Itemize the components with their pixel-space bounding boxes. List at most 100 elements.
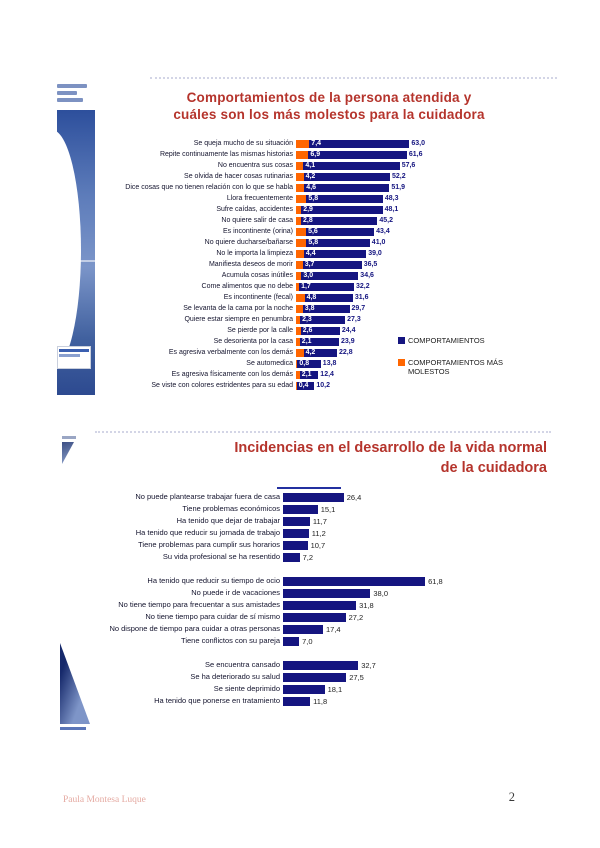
chart1-bar-zone: 4,2 52,2	[296, 172, 406, 181]
chart1-category-label: Se automedica	[246, 360, 293, 367]
chart2-bar-zone: 27,2	[283, 612, 363, 622]
chart1-category-label: Repite continuamente las mismas historia…	[159, 151, 293, 158]
chart2-bar-zone: 26,4	[283, 492, 362, 502]
mas-molestos-value: 2,1	[301, 370, 312, 378]
fragment-sail-shape	[60, 643, 90, 724]
mas-molestos-value: 6,9	[310, 150, 321, 158]
chart2-row: No dispone de tiempo para cuidar a otras…	[58, 623, 578, 635]
incidencia-value: 15,1	[320, 504, 336, 514]
mas-molestos-bar	[296, 348, 304, 357]
chart2-row: Su vida profesional se ha resentido 7,2	[58, 551, 578, 563]
chart1-bar-zone: 4,4 39,0	[296, 249, 382, 258]
comportamientos-value: 23,9	[341, 338, 355, 345]
chart2-plot-area: No puede plantearse trabajar fuera de ca…	[58, 491, 578, 719]
chart2-row: Tiene problemas para cumplir sus horario…	[58, 539, 578, 551]
comportamientos-bar: 1,7	[296, 282, 354, 291]
chart1-bar-zone: 2,6 24,4	[296, 326, 356, 335]
mas-molestos-bar	[296, 315, 301, 324]
chart2-row: Tiene conflictos con su pareja 7,0	[58, 635, 578, 647]
comportamientos-bar: 0,4	[296, 381, 315, 390]
mas-molestos-bar	[296, 183, 305, 192]
chart1-bar-zone: 0,4 10,2	[296, 381, 330, 390]
incidencia-bar	[283, 504, 318, 514]
cover-image-fragment-top	[62, 436, 76, 464]
mas-molestos-bar	[296, 370, 300, 379]
mas-molestos-bar	[296, 337, 300, 346]
chart1-title: Comportamientos de la persona atendida y…	[100, 89, 558, 123]
chart1-bar-zone: 5,6 43,4	[296, 227, 390, 236]
comportamientos-value: 36,5	[363, 261, 378, 268]
mas-molestos-bar	[296, 282, 300, 291]
comportamientos-value: 29,7	[351, 305, 366, 312]
chart1-bar-zone: 4,6 51,9	[296, 183, 405, 192]
chart1-category-label: Se levanta de la cama por la noche	[183, 305, 293, 312]
section2-dotted-border	[95, 431, 551, 433]
mas-molestos-bar	[296, 139, 310, 148]
chart1-row: Es agresiva físicamente con los demás 2,1…	[60, 369, 580, 380]
comportamientos-value: 22,8	[339, 349, 353, 356]
comportamientos-value: 31,6	[354, 294, 369, 301]
mas-molestos-value: 4,8	[306, 293, 317, 301]
mas-molestos-bar	[296, 271, 302, 280]
comportamientos-value: 13,8	[322, 360, 337, 367]
chart1-bar-zone: 3,7 36,5	[296, 260, 378, 269]
chart1-bar-zone: 4,2 22,8	[296, 348, 353, 357]
chart2-title-line2: de la cuidadora	[440, 460, 547, 476]
footer-page-number: 2	[508, 790, 515, 804]
mas-molestos-bar	[296, 260, 303, 269]
chart1-category-label: Se desorienta por la casa	[213, 338, 293, 345]
mas-molestos-bar	[296, 172, 304, 181]
chart2-row: No tiene tiempo para frecuentar a sus am…	[58, 599, 578, 611]
comportamientos-value: 45,2	[379, 217, 394, 224]
mas-molestos-value: 5,8	[308, 194, 319, 202]
legend-swatch-blue	[398, 337, 405, 344]
comportamientos-bar: 2,1	[296, 337, 339, 346]
mas-molestos-value: 5,8	[308, 238, 319, 246]
comportamientos-bar: 5,6	[296, 227, 375, 236]
incidencia-value: 10,7	[310, 540, 326, 550]
chart1-row: Repite continuamente las mismas historia…	[60, 149, 580, 160]
chart1-category-label: Es agresiva verbalmente con los demás	[168, 349, 293, 356]
mas-molestos-value: 2,8	[303, 216, 313, 224]
chart2-category-label: Se encuentra cansado	[204, 660, 280, 669]
chart1-bar-zone: 2,9 48,1	[296, 205, 398, 214]
chart2-bar-zone: 11,2	[283, 528, 326, 538]
chart1-category-label: Dice cosas que no tienen relación con lo…	[125, 184, 293, 191]
mas-molestos-bar	[296, 293, 305, 302]
section1-dotted-border	[150, 77, 557, 79]
chart2-category-label: No tiene tiempo para frecuentar a sus am…	[118, 600, 280, 609]
cover-art	[57, 110, 95, 395]
comportamientos-value: 39,0	[368, 250, 382, 257]
incidencia-value: 31,8	[359, 600, 374, 610]
incidencia-value: 26,4	[346, 492, 362, 502]
chart1-bar-zone: 4,1 57,6	[296, 161, 415, 170]
chart1-bar-zone: 1,7 32,2	[296, 282, 370, 291]
comportamientos-bar: 4,1	[296, 161, 400, 170]
chart2-category-label: Su vida profesional se ha resentido	[162, 552, 280, 561]
comportamientos-bar: 4,2	[296, 348, 337, 357]
mas-molestos-value: 5,6	[308, 227, 318, 235]
comportamientos-bar: 2,1	[296, 370, 319, 379]
incidencia-bar	[283, 612, 346, 622]
chart1-title-line1: Comportamientos de la persona atendida y	[186, 90, 472, 105]
comportamientos-value: 27,3	[347, 316, 361, 323]
chart1-category-label: Se viste con colores estridentes para su…	[151, 382, 293, 389]
chart2-row: Se ha deteriorado su salud 27,5	[58, 671, 578, 683]
incidencia-bar	[283, 492, 344, 502]
fragment-triangle-shape	[62, 442, 74, 464]
incidencia-value: 38,0	[373, 588, 388, 598]
chart1-row: Manifiesta deseos de morir 3,7 36,5	[60, 259, 580, 270]
chart2-category-label: No puede ir de vacaciones	[191, 588, 280, 597]
chart2-category-label: No dispone de tiempo para cuidar a otras…	[109, 624, 280, 633]
cover-caption-line	[57, 84, 87, 88]
comportamientos-bar: 3,0	[296, 271, 359, 280]
chart1-bar-zone: 7,4 63,0	[296, 139, 425, 148]
mas-molestos-bar	[296, 216, 301, 225]
mas-molestos-value: 2,9	[303, 205, 313, 213]
comportamientos-bar: 4,8	[296, 293, 353, 302]
chart2-category-label: Se ha deteriorado su salud	[190, 672, 280, 681]
chart2-title: Incidencias en el desarrollo de la vida …	[95, 438, 547, 478]
chart2-category-label: Se siente deprimido	[213, 684, 280, 693]
mas-molestos-bar	[296, 161, 304, 170]
incidencia-bar	[283, 576, 426, 586]
